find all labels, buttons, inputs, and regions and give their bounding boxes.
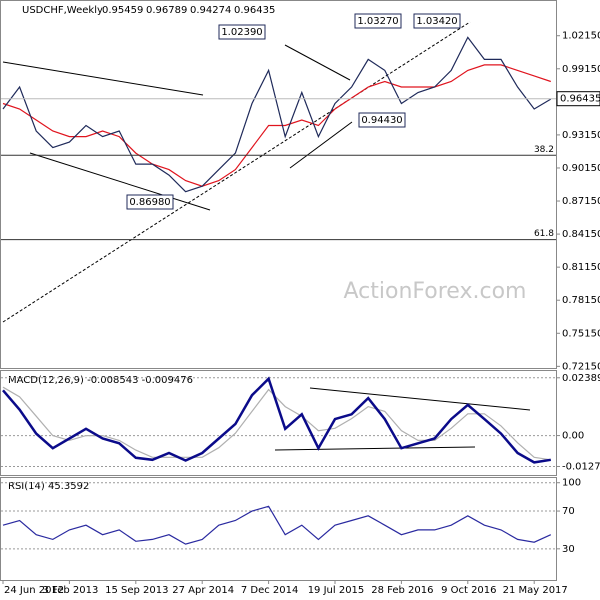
trendline <box>274 446 476 451</box>
price-label-box <box>358 112 406 128</box>
x-tick-label: 7 Dec 2014 <box>241 585 299 596</box>
x-tick-label: 21 May 2017 <box>503 585 568 596</box>
trendline <box>289 121 353 169</box>
ohlc-value: 0.96435 <box>234 5 275 16</box>
price-label: 1.03270 <box>357 16 398 27</box>
price-label: 0.86980 <box>129 197 170 208</box>
price-label: 1.02390 <box>221 27 262 38</box>
x-tick-label: 15 Sep 2013 <box>105 585 168 596</box>
price-label-box <box>413 13 461 29</box>
trendline <box>2 21 471 323</box>
last-price: 0.96435 <box>560 94 600 105</box>
last-price-box <box>556 91 600 107</box>
series-line <box>2 386 551 461</box>
macd-title: MACD(12,26,9) -0.008543 -0.009476 <box>8 375 193 386</box>
series-line <box>2 376 551 464</box>
y-tick-label: 0.75150 <box>562 328 600 339</box>
trendline <box>2 61 204 96</box>
y-tick-label: 100 <box>562 478 581 489</box>
y-tick-label: 0.84150 <box>562 229 600 240</box>
trendline <box>284 44 351 81</box>
y-tick-label: 0.78150 <box>562 295 600 306</box>
y-tick-label: 0.00 <box>562 431 584 442</box>
y-tick-label: 70 <box>562 506 575 517</box>
price-label-box <box>126 194 174 210</box>
y-tick-label: 0.90150 <box>562 163 600 174</box>
price-label: 0.94430 <box>361 115 402 126</box>
macd-panel <box>0 370 557 476</box>
y-tick-label: 1.02150 <box>562 31 600 42</box>
fib-label: 38.2 <box>534 145 554 155</box>
x-tick-label: 28 Feb 2016 <box>371 585 433 596</box>
series-line <box>2 505 552 545</box>
ohlc-value: 0.94274 <box>190 5 231 16</box>
y-tick-label: 0.93150 <box>562 130 600 141</box>
y-tick-label: 0.72150 <box>562 361 600 372</box>
x-tick-label: 3 Feb 2013 <box>42 585 98 596</box>
x-tick-label: 19 Jul 2015 <box>308 585 365 596</box>
trendline <box>29 152 211 211</box>
price-label-box <box>354 13 402 29</box>
trendlines <box>2 21 531 451</box>
watermark: ActionForex.com <box>344 279 527 304</box>
y-tick-label: 0.87150 <box>562 196 600 207</box>
x-tick-label: 24 Jun 2012 <box>4 585 64 596</box>
ohlc-value: 0.96789 <box>146 5 187 16</box>
rsi-panel <box>0 477 557 581</box>
fib-label: 61.8 <box>534 229 554 239</box>
series-line <box>2 36 552 193</box>
price-panel <box>0 0 557 369</box>
rsi-title: RSI(14) 45.3592 <box>8 481 89 492</box>
ohlc-value: 0.95459 <box>102 5 143 16</box>
price-label-box <box>218 24 266 40</box>
x-tick-label: 9 Oct 2016 <box>441 585 496 596</box>
y-tick-label: 0.023894 <box>562 373 600 384</box>
y-tick-label: 0.81150 <box>562 262 600 273</box>
series-line <box>2 64 551 187</box>
x-tick-label: 27 Apr 2014 <box>172 585 234 596</box>
price-label: 1.03420 <box>416 16 457 27</box>
y-tick-label: -0.012772 <box>562 461 600 472</box>
y-tick-label: 30 <box>562 544 575 555</box>
y-tick-label: 0.99150 <box>562 64 600 75</box>
title: USDCHF,Weekly <box>22 5 103 16</box>
trendline <box>309 387 531 411</box>
